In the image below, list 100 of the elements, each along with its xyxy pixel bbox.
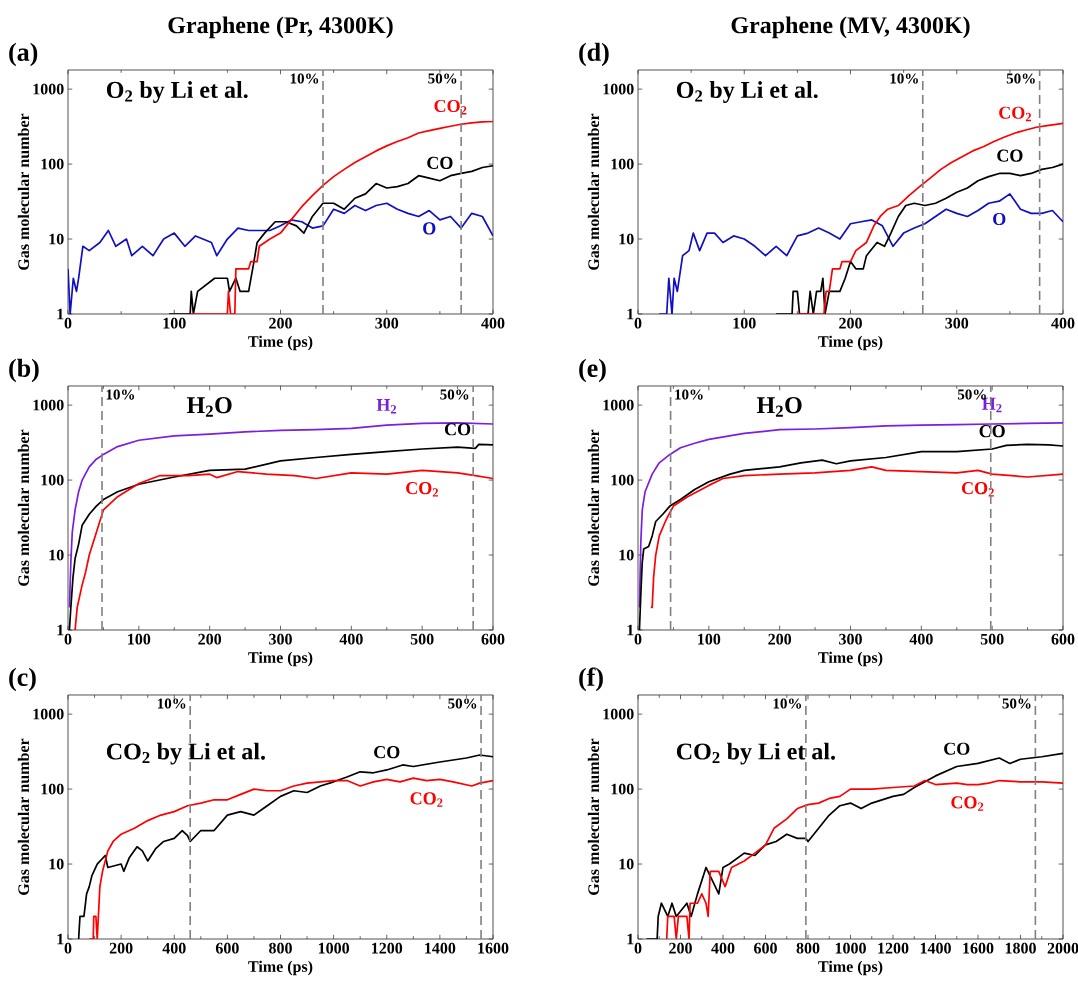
line-series	[775, 163, 1064, 314]
x-tick-label: 1600	[963, 942, 994, 954]
y-tick-label: 1000	[33, 399, 64, 411]
series-label: CO	[997, 149, 1023, 162]
y-tick-label: 1	[627, 308, 634, 320]
y-tick-label: 100	[611, 158, 634, 170]
x-tick-label: 400	[711, 942, 735, 954]
x-axis-title: Time (ps)	[818, 960, 883, 976]
y-tick-label: 1000	[603, 708, 634, 720]
series-label: H$_{2}$	[376, 399, 397, 414]
x-tick-label: 200	[669, 942, 692, 954]
annotation: 10%	[675, 389, 703, 400]
x-tick-label: 300	[945, 317, 969, 329]
x-tick-label: 1400	[920, 942, 951, 954]
x-tick-label: 100	[163, 317, 186, 329]
x-tick-label: 0	[64, 633, 72, 645]
x-tick-label: 1200	[372, 942, 403, 954]
annotation: H$_{2}$O	[756, 397, 802, 417]
annotation: 50%	[1002, 698, 1031, 709]
x-tick-label: 200	[109, 942, 133, 954]
x-tick-label: 100	[698, 633, 721, 645]
y-axis-title: Gas molecular number	[587, 429, 600, 586]
x-axis-title: Time (ps)	[818, 651, 883, 667]
y-tick-label: 1000	[33, 83, 64, 95]
annotation: 10%	[106, 389, 135, 400]
y-tick-label: 1	[57, 308, 64, 320]
x-tick-label: 200	[269, 317, 292, 329]
x-tick-label: 400	[339, 633, 363, 645]
annotation: 10%	[890, 73, 918, 84]
x-tick-label: 0	[634, 317, 642, 329]
line-series	[68, 422, 493, 609]
x-tick-label: 600	[481, 633, 505, 645]
line-series	[74, 469, 493, 630]
y-tick-label: 100	[41, 158, 64, 170]
x-tick-label: 200	[198, 633, 222, 645]
x-tick-label: 500	[980, 633, 1004, 645]
series-label: CO	[944, 742, 970, 755]
annotation: 50%	[440, 389, 469, 400]
x-tick-label: 400	[162, 942, 186, 954]
y-axis-title: Gas molecular number	[587, 113, 600, 270]
y-tick-label: 10	[49, 858, 64, 870]
annotation: CO$_{2}$ by Li et al.	[106, 742, 265, 765]
annotation: 10%	[290, 73, 319, 84]
series-label: O	[993, 212, 1006, 226]
x-axis-title: Time (ps)	[248, 335, 313, 351]
y-tick-label: 1000	[33, 708, 64, 720]
x-tick-label: 800	[796, 942, 820, 954]
y-tick-label: 10	[49, 549, 64, 561]
x-tick-label: 800	[269, 942, 292, 954]
x-tick-label: 300	[375, 317, 399, 329]
x-tick-label: 1600	[478, 942, 509, 954]
x-axis-title: Time (ps)	[818, 335, 883, 351]
x-tick-label: 300	[269, 633, 292, 645]
annotation: H$_{2}$O	[186, 397, 232, 417]
x-tick-label: 0	[64, 942, 72, 954]
y-tick-label: 100	[41, 474, 64, 486]
y-tick-label: 1000	[603, 399, 634, 411]
y-axis-title: Gas molecular number	[17, 738, 30, 895]
x-tick-label: 2000	[1047, 942, 1078, 954]
series-label: O	[423, 222, 436, 235]
x-tick-label: 300	[839, 633, 862, 645]
x-axis-title: Time (ps)	[248, 960, 313, 976]
line-series	[68, 443, 493, 630]
y-axis-title: Gas molecular number	[587, 738, 600, 895]
y-tick-label: 1	[57, 624, 64, 636]
series-label: CO$_{2}$	[999, 106, 1032, 122]
x-tick-label: 0	[634, 633, 642, 645]
y-tick-label: 1	[627, 933, 634, 945]
x-tick-label: 600	[754, 942, 777, 954]
annotation: 50%	[1006, 73, 1035, 84]
x-tick-label: 1000	[835, 942, 866, 954]
y-tick-label: 10	[49, 233, 64, 245]
series-label: CO	[979, 425, 1005, 438]
line-series	[638, 422, 1064, 609]
y-tick-label: 10	[619, 858, 634, 870]
y-tick-label: 10	[619, 549, 634, 561]
x-tick-label: 600	[1051, 633, 1075, 645]
x-tick-label: 600	[215, 942, 239, 954]
series-label: CO$_{2}$	[951, 796, 984, 811]
series-label: CO	[374, 746, 400, 759]
series-label: CO$_{2}$	[434, 99, 467, 115]
line-series	[649, 466, 1064, 609]
chart-title: Graphene (MV, 4300K)	[731, 16, 970, 39]
x-tick-label: 0	[64, 317, 72, 329]
x-tick-label: 400	[909, 633, 933, 645]
annotation: 50%	[448, 698, 477, 709]
annotation: 50%	[428, 73, 457, 84]
text: (a)	[9, 42, 38, 67]
annotation: 10%	[157, 698, 186, 709]
text: (c)	[9, 667, 36, 692]
y-tick-label: 100	[611, 474, 634, 486]
x-tick-label: 500	[410, 633, 434, 645]
x-tick-label: 0	[634, 942, 642, 954]
x-tick-label: 100	[128, 633, 151, 645]
x-axis-title: Time (ps)	[248, 651, 313, 667]
annotation: O$_{2}$ by Li et al.	[676, 81, 818, 103]
annotation: 10%	[773, 698, 802, 709]
x-tick-label: 1000	[318, 942, 350, 954]
x-tick-label: 200	[839, 317, 862, 329]
y-tick-label: 1	[57, 933, 64, 945]
